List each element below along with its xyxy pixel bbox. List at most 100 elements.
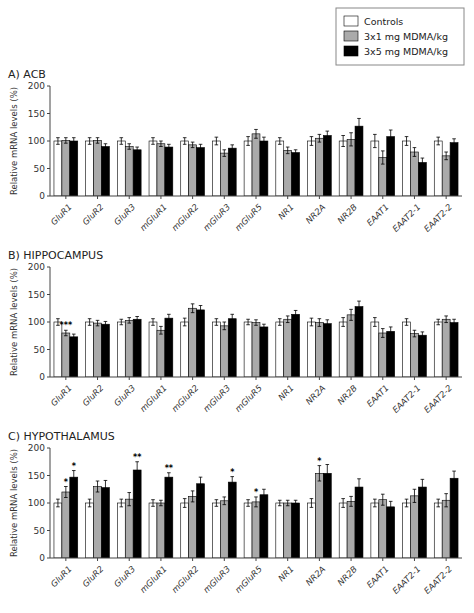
error-bar — [223, 497, 227, 505]
bar — [125, 320, 133, 377]
error-bar — [436, 319, 440, 325]
error-bar — [452, 471, 456, 485]
y-tick-label: 150 — [28, 471, 45, 481]
bar — [347, 315, 355, 377]
error-bar — [405, 137, 409, 146]
error-bar — [223, 322, 227, 330]
bar — [165, 147, 173, 196]
x-tick-label: mGluR3 — [201, 383, 232, 414]
error-bar — [159, 500, 163, 506]
error-bar — [135, 317, 139, 323]
error-bar — [349, 496, 353, 506]
x-tick — [351, 196, 352, 199]
legend-swatch — [344, 16, 358, 26]
x-tick-label: NR1 — [276, 383, 296, 403]
bar — [133, 319, 141, 377]
error-bar — [96, 138, 100, 144]
bar — [450, 143, 458, 196]
x-tick — [382, 377, 383, 380]
x-tick-label: mGluR1 — [138, 564, 169, 595]
bar — [252, 502, 260, 558]
bar — [54, 503, 62, 558]
legend-swatch — [344, 31, 358, 41]
error-bar — [120, 499, 124, 507]
x-tick — [97, 196, 98, 199]
error-bar — [199, 144, 203, 151]
x-tick — [382, 558, 383, 561]
error-bar — [278, 319, 282, 326]
y-tick-label: 0 — [39, 372, 45, 382]
significance-marker: * — [317, 457, 322, 466]
x-tick — [446, 558, 447, 561]
significance-marker: *** — [60, 321, 73, 330]
bar — [189, 308, 197, 377]
x-tick-label: EAAT1 — [365, 383, 391, 409]
bar — [117, 503, 125, 558]
bar — [292, 314, 300, 377]
bar — [70, 337, 78, 377]
error-bar — [373, 499, 377, 507]
bar — [379, 333, 387, 377]
error-bar — [191, 304, 195, 313]
significance-marker: * — [64, 478, 69, 487]
bar — [197, 484, 205, 558]
x-tick — [192, 558, 193, 561]
bar — [94, 487, 102, 559]
error-bar — [183, 318, 187, 326]
error-bar — [96, 481, 100, 492]
error-bar — [56, 499, 60, 507]
error-bar — [159, 141, 163, 147]
error-bar — [104, 144, 108, 150]
error-bar — [310, 318, 314, 326]
x-tick — [414, 558, 415, 561]
x-tick-label: NR1 — [276, 202, 296, 222]
legend-frame — [336, 8, 464, 65]
x-tick-label: mGluR5 — [233, 202, 264, 233]
y-tick-label: 200 — [28, 262, 45, 272]
x-tick — [160, 377, 161, 380]
error-bar — [413, 330, 417, 337]
y-axis-label: Relative mRNA levels (%) — [9, 449, 19, 557]
error-bar — [167, 314, 171, 322]
bar — [181, 141, 189, 196]
error-bar — [230, 477, 234, 488]
bar — [157, 503, 165, 558]
bar — [149, 141, 157, 196]
error-bar — [215, 500, 219, 507]
bar — [292, 503, 300, 558]
legend-label: Controls — [364, 16, 403, 27]
x-tick-label: mGluR2 — [169, 383, 200, 414]
bar — [212, 322, 220, 377]
error-bar — [167, 144, 171, 150]
significance-marker: * — [72, 462, 77, 471]
bar — [387, 331, 395, 377]
x-tick-label: mGluR3 — [201, 202, 232, 233]
error-bar — [286, 147, 290, 154]
bar — [434, 141, 442, 196]
x-tick — [351, 377, 352, 380]
error-bar — [318, 466, 322, 481]
x-tick-label: EAAT1 — [365, 202, 391, 228]
y-axis-label: Relative mRNA levels (%) — [9, 87, 19, 195]
x-tick — [224, 558, 225, 561]
x-tick-label: GluR3 — [112, 202, 137, 227]
error-bar — [135, 147, 139, 153]
bar — [133, 150, 141, 196]
x-tick — [224, 377, 225, 380]
x-tick-label: GluR1 — [49, 564, 74, 589]
panel: C) HYPOTHALAMUSRelative mRNA levels (%)0… — [8, 430, 462, 596]
error-bar — [381, 494, 385, 505]
y-tick-label: 150 — [28, 109, 45, 119]
error-bar — [341, 499, 345, 508]
x-tick-label: mGluR2 — [169, 564, 200, 595]
x-tick — [351, 558, 352, 561]
x-tick-label: EAAT2-2 — [422, 202, 454, 234]
error-bar — [167, 473, 171, 482]
x-tick-label: mGluR1 — [138, 383, 169, 414]
error-bar — [310, 499, 314, 508]
bar — [292, 153, 300, 196]
bar — [102, 147, 110, 197]
error-bar — [326, 465, 330, 483]
y-tick-label: 0 — [39, 191, 45, 201]
bar — [62, 333, 70, 377]
